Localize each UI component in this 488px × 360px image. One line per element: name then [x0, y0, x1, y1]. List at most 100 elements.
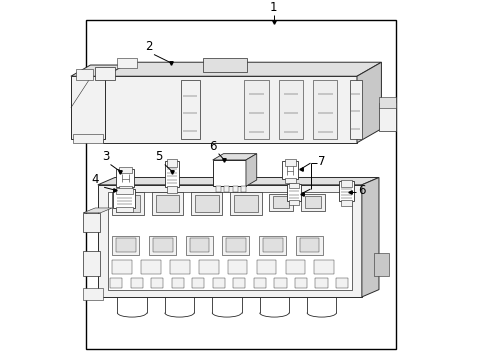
Bar [284, 178, 295, 183]
Bar [76, 69, 93, 80]
Polygon shape [71, 76, 91, 108]
Bar [227, 260, 247, 274]
Bar [116, 169, 134, 186]
Bar [373, 253, 388, 276]
Bar [112, 236, 139, 255]
Bar [253, 278, 265, 288]
Bar [98, 185, 361, 297]
Bar [155, 195, 179, 212]
Bar [95, 67, 115, 80]
Polygon shape [361, 177, 378, 297]
Bar [130, 278, 142, 288]
Bar [153, 238, 172, 252]
Bar [116, 195, 140, 212]
Bar [263, 238, 282, 252]
Bar [272, 197, 289, 208]
Bar [190, 192, 222, 215]
Bar [338, 181, 353, 201]
Polygon shape [83, 208, 112, 213]
Bar [165, 161, 179, 187]
Bar [300, 194, 325, 211]
Bar [194, 195, 218, 212]
Text: 2: 2 [145, 40, 153, 54]
Bar [110, 278, 122, 288]
Bar [349, 80, 361, 139]
Text: 4: 4 [91, 173, 99, 186]
Bar [340, 199, 351, 206]
Bar [212, 278, 224, 288]
Bar [294, 278, 306, 288]
Bar [288, 200, 298, 205]
Bar [284, 159, 295, 166]
Bar [288, 183, 298, 188]
Bar [116, 238, 136, 252]
Bar [233, 278, 245, 288]
Bar [315, 278, 327, 288]
Polygon shape [212, 154, 256, 160]
Bar [116, 188, 132, 194]
Bar [83, 251, 100, 276]
Bar [181, 80, 200, 139]
Polygon shape [98, 177, 378, 185]
Text: 1: 1 [269, 1, 277, 14]
Bar [119, 167, 131, 173]
Bar [119, 186, 131, 191]
Bar [107, 192, 351, 290]
Bar [83, 288, 102, 301]
Bar [226, 238, 245, 252]
Bar [274, 278, 286, 288]
Bar [222, 236, 249, 255]
Text: 6: 6 [357, 184, 365, 197]
Polygon shape [245, 154, 256, 186]
Bar [259, 236, 285, 255]
Bar [167, 185, 177, 193]
Bar [117, 58, 137, 68]
Bar [216, 185, 221, 192]
Bar [233, 195, 257, 212]
Text: 3: 3 [102, 150, 109, 163]
Bar [286, 184, 300, 201]
Bar [378, 97, 395, 108]
Bar [141, 260, 161, 274]
Bar [102, 76, 356, 143]
Bar [113, 189, 135, 208]
Bar [314, 260, 333, 274]
Bar [167, 159, 177, 167]
Bar [192, 278, 204, 288]
Bar [229, 192, 261, 215]
Bar [185, 236, 212, 255]
Bar [151, 192, 183, 215]
Polygon shape [102, 62, 381, 76]
Bar [268, 194, 293, 211]
Bar [71, 76, 105, 139]
Bar [256, 260, 276, 274]
Bar [278, 80, 303, 139]
Bar [285, 260, 305, 274]
Bar [171, 278, 183, 288]
Bar [83, 213, 100, 232]
Bar [244, 80, 268, 139]
Bar [335, 278, 347, 288]
Bar [224, 185, 229, 192]
Bar [378, 103, 395, 131]
Bar [73, 134, 102, 143]
Text: 7: 7 [317, 154, 325, 167]
Bar [85, 20, 395, 350]
Bar [112, 192, 144, 215]
Bar [149, 236, 176, 255]
Bar [282, 161, 298, 179]
Text: 5: 5 [155, 150, 163, 163]
Bar [170, 260, 189, 274]
Polygon shape [356, 62, 381, 143]
Bar [312, 80, 337, 139]
Bar [199, 260, 218, 274]
Bar [304, 197, 321, 208]
Bar [241, 185, 245, 192]
Bar [340, 180, 351, 186]
Polygon shape [71, 65, 124, 76]
Bar [232, 185, 237, 192]
Bar [203, 58, 246, 72]
Bar [212, 160, 245, 186]
Bar [112, 260, 132, 274]
Bar [151, 278, 163, 288]
